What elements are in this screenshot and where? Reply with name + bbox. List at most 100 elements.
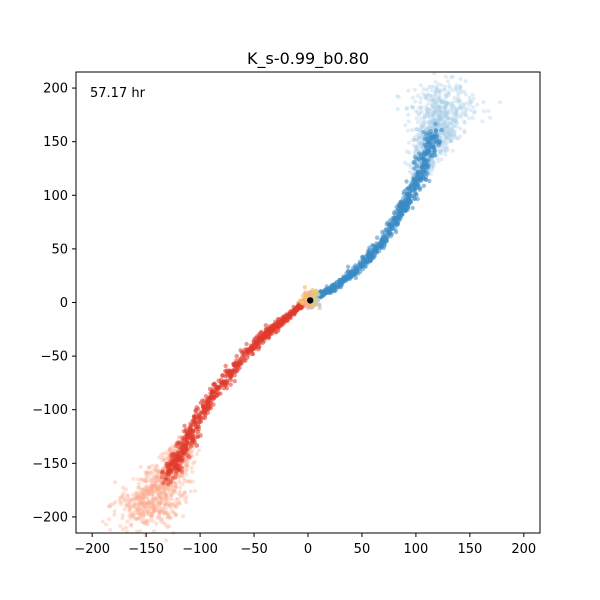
- cloud-point: [453, 118, 458, 123]
- stream-point: [197, 415, 202, 421]
- cloud-point: [139, 495, 144, 500]
- cloud-point: [150, 490, 155, 495]
- cloud-point: [437, 119, 442, 124]
- cloud-point: [191, 461, 195, 466]
- stream-point: [368, 257, 373, 263]
- cloud-point: [184, 458, 189, 463]
- cloud-point: [470, 92, 475, 97]
- cloud-point: [139, 519, 144, 524]
- cloud-point: [146, 501, 151, 506]
- cloud-point: [467, 95, 472, 100]
- cloud-point: [444, 146, 448, 151]
- cloud-point: [152, 505, 157, 510]
- cloud-point: [431, 111, 436, 116]
- cloud-point: [182, 490, 187, 495]
- cloud-point: [134, 490, 138, 495]
- cloud-point: [395, 94, 400, 99]
- core-halo-point: [300, 300, 305, 306]
- cloud-point: [429, 94, 434, 99]
- cloud-point: [161, 520, 166, 525]
- cloud-point: [442, 135, 447, 140]
- cloud-point: [161, 507, 166, 512]
- cloud-point: [446, 93, 451, 98]
- cloud-point: [423, 94, 428, 99]
- cloud-point: [149, 481, 154, 486]
- cloud-point: [143, 504, 148, 509]
- cloud-point: [104, 522, 109, 527]
- cloud-point: [438, 110, 443, 115]
- x-axis: −200 −150 −100 −50 0 50 100 150 200: [74, 533, 536, 557]
- cloud-point: [446, 131, 451, 136]
- cloud-point: [162, 487, 167, 491]
- cloud-point: [149, 485, 154, 490]
- cloud-point: [154, 482, 159, 486]
- cloud-point: [449, 105, 454, 110]
- cloud-point: [135, 502, 140, 507]
- cloud-point: [442, 106, 447, 111]
- cloud-point: [450, 102, 455, 107]
- cloud-point: [452, 133, 457, 138]
- cloud-point: [440, 122, 445, 127]
- cloud-point: [418, 141, 422, 146]
- cloud-point: [438, 98, 443, 103]
- cloud-point: [147, 505, 152, 510]
- cloud-point: [162, 494, 167, 499]
- stream-point: [165, 464, 170, 469]
- cloud-point: [184, 460, 189, 465]
- cloud-point: [165, 525, 170, 530]
- cloud-point: [132, 500, 137, 505]
- cloud-point: [412, 87, 417, 92]
- stream-point: [320, 291, 326, 297]
- cloud-point: [157, 487, 161, 492]
- cloud-point: [430, 113, 435, 118]
- cloud-point: [136, 477, 141, 482]
- cloud-point: [177, 435, 181, 440]
- cloud-point: [173, 490, 177, 494]
- cloud-point: [155, 495, 160, 500]
- cloud-point: [152, 484, 157, 488]
- cloud-point: [447, 132, 452, 137]
- stream-point: [337, 281, 342, 287]
- y-tick-label: 100: [43, 189, 68, 204]
- cloud-point: [437, 124, 442, 129]
- cloud-point: [171, 488, 176, 493]
- x-tick-label: 200: [511, 542, 536, 557]
- x-tick-label: 0: [304, 542, 312, 557]
- cloud-point: [163, 498, 168, 502]
- cloud-point: [167, 503, 172, 508]
- cloud-point: [414, 145, 419, 150]
- stream-point: [192, 437, 197, 442]
- cloud-point: [444, 112, 449, 117]
- cloud-point: [156, 492, 161, 497]
- cloud-point: [166, 504, 171, 508]
- cloud-point: [131, 503, 136, 508]
- stream-point: [200, 416, 206, 421]
- cloud-point: [446, 101, 451, 106]
- cloud-point: [449, 121, 454, 126]
- cloud-point: [149, 504, 154, 509]
- cloud-point: [445, 122, 449, 127]
- cloud-point: [135, 517, 140, 521]
- cloud-point: [412, 150, 417, 155]
- cloud-point: [170, 502, 175, 507]
- stream-point: [188, 444, 194, 449]
- cloud-point: [157, 513, 162, 517]
- cloud-point: [427, 122, 432, 127]
- cloud-point: [445, 136, 449, 141]
- cloud-point: [157, 510, 162, 515]
- cloud-point: [431, 159, 436, 164]
- cloud-point: [151, 501, 156, 506]
- cloud-point: [430, 103, 435, 108]
- cloud-point: [444, 95, 449, 100]
- cloud-point: [426, 85, 431, 90]
- cloud-point: [151, 497, 156, 502]
- cloud-point: [137, 511, 142, 516]
- cloud-point: [150, 469, 155, 474]
- cloud-point: [144, 495, 149, 499]
- cloud-point: [145, 488, 150, 493]
- cloud-point: [455, 107, 460, 112]
- cloud-point: [123, 525, 128, 530]
- cloud-point: [157, 509, 162, 514]
- cloud-point: [447, 125, 452, 130]
